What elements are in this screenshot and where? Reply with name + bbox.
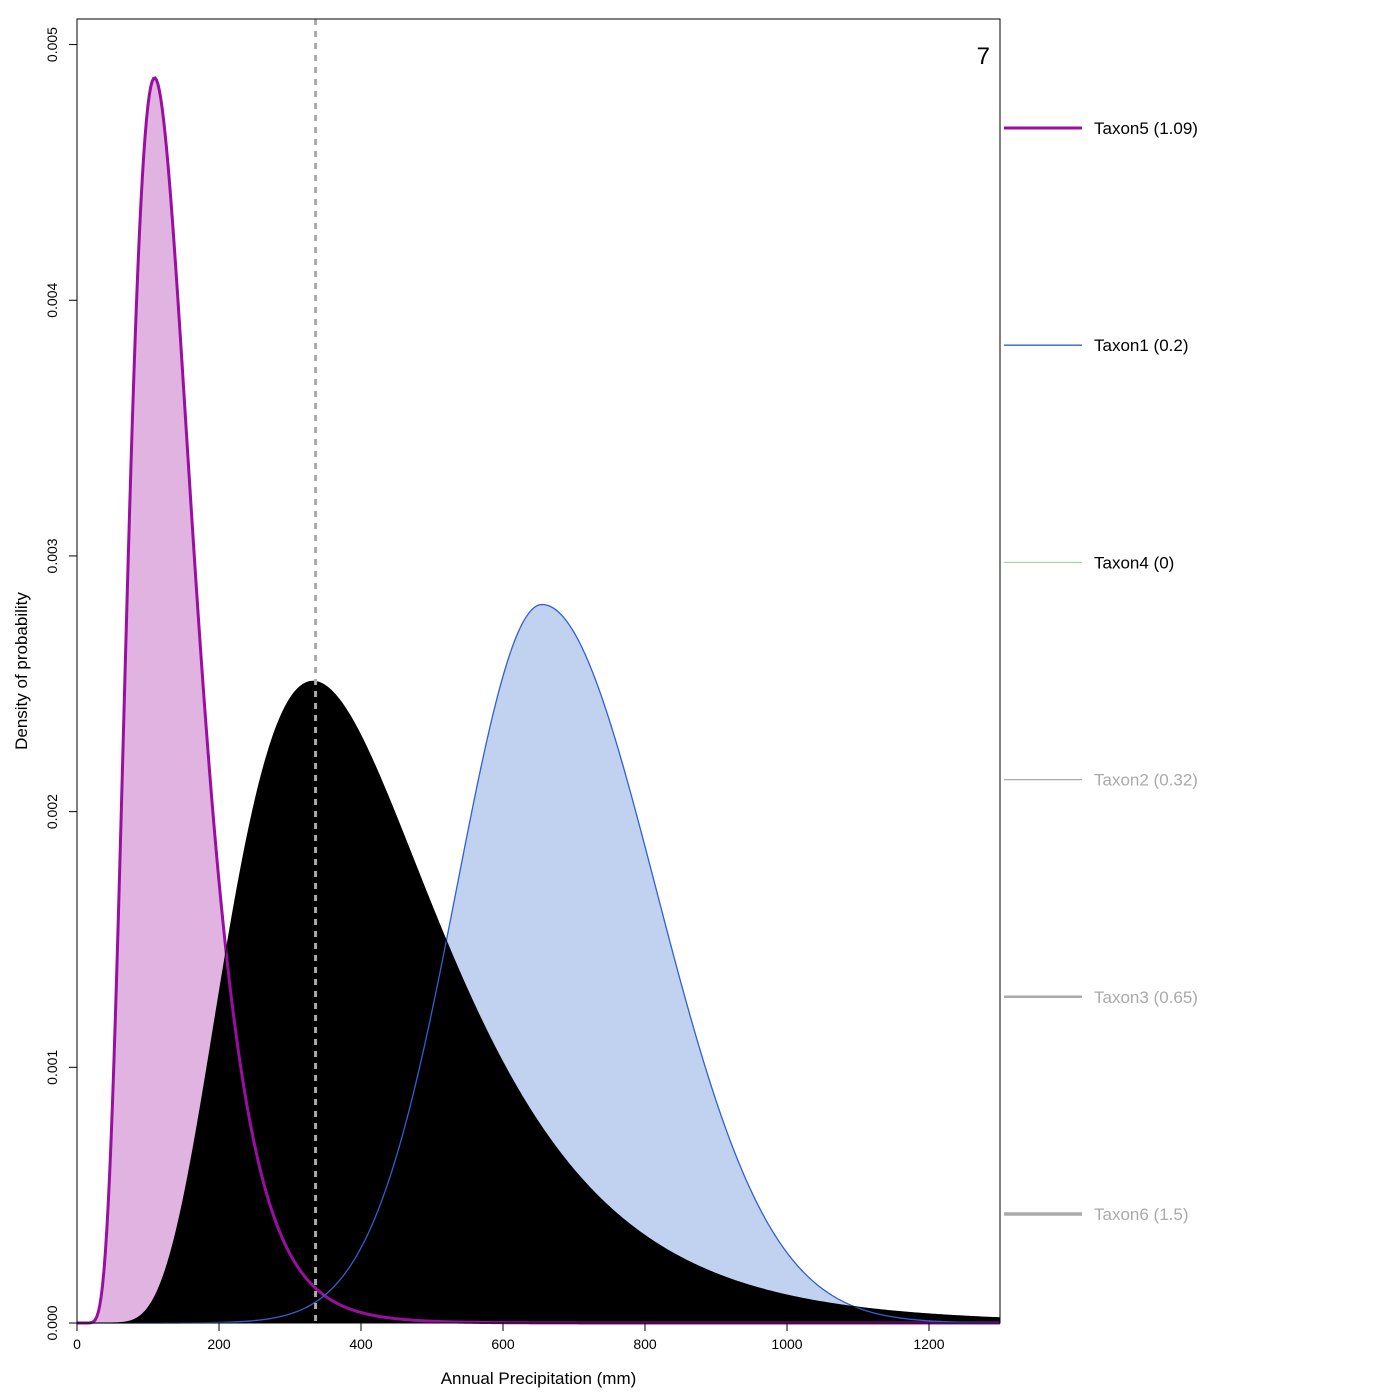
x-tick-label: 800 — [633, 1336, 657, 1352]
y-axis: 0.000 0.001 0.002 0.003 0.004 0.005 — [44, 27, 77, 1341]
legend: Taxon5 (1.09) Taxon1 (0.2) Taxon4 (0) Taxon… — [1004, 119, 1198, 1224]
y-tick-label: 0.001 — [44, 1050, 60, 1085]
x-axis: 0 200 400 600 800 1000 1200 — [73, 1323, 945, 1352]
y-tick-label: 0.004 — [44, 283, 60, 318]
reconstruction-area — [77, 681, 1000, 1323]
density-fills — [77, 77, 1000, 1324]
taxon5-1-09-area — [77, 77, 1000, 1324]
panel-label: 7 — [977, 43, 990, 70]
y-tick-label: 0.002 — [44, 794, 60, 829]
x-tick-label: 200 — [207, 1336, 231, 1352]
y-axis-title: Density of probability — [12, 592, 31, 750]
plot-frame — [76, 18, 1001, 1324]
x-tick-label: 600 — [491, 1336, 515, 1352]
taxon1-0-2-area — [77, 604, 1000, 1323]
x-tick-label: 1200 — [913, 1336, 944, 1352]
legend-label-taxon2-0-32: Taxon2 (0.32) — [1094, 771, 1198, 790]
taxon1-0-2-curve — [77, 603, 1001, 1324]
y-tick-label: 0.003 — [44, 538, 60, 573]
x-tick-label: 1000 — [771, 1336, 802, 1352]
y-tick-label: 0.000 — [44, 1305, 60, 1340]
y-tick-label: 0.005 — [44, 27, 60, 62]
x-tick-label: 0 — [73, 1336, 81, 1352]
legend-label-taxon3-0-65: Taxon3 (0.65) — [1094, 988, 1198, 1007]
legend-label-taxon5-1-09: Taxon5 (1.09) — [1094, 119, 1198, 138]
legend-label-taxon6-1-5: Taxon6 (1.5) — [1094, 1205, 1189, 1224]
reconstruction-curve — [77, 680, 1001, 1324]
legend-label-taxon4-0: Taxon4 (0) — [1094, 553, 1174, 572]
x-tick-label: 400 — [349, 1336, 373, 1352]
x-axis-title: Annual Precipitation (mm) — [441, 1369, 637, 1388]
legend-label-taxon1-0-2: Taxon1 (0.2) — [1094, 336, 1189, 355]
